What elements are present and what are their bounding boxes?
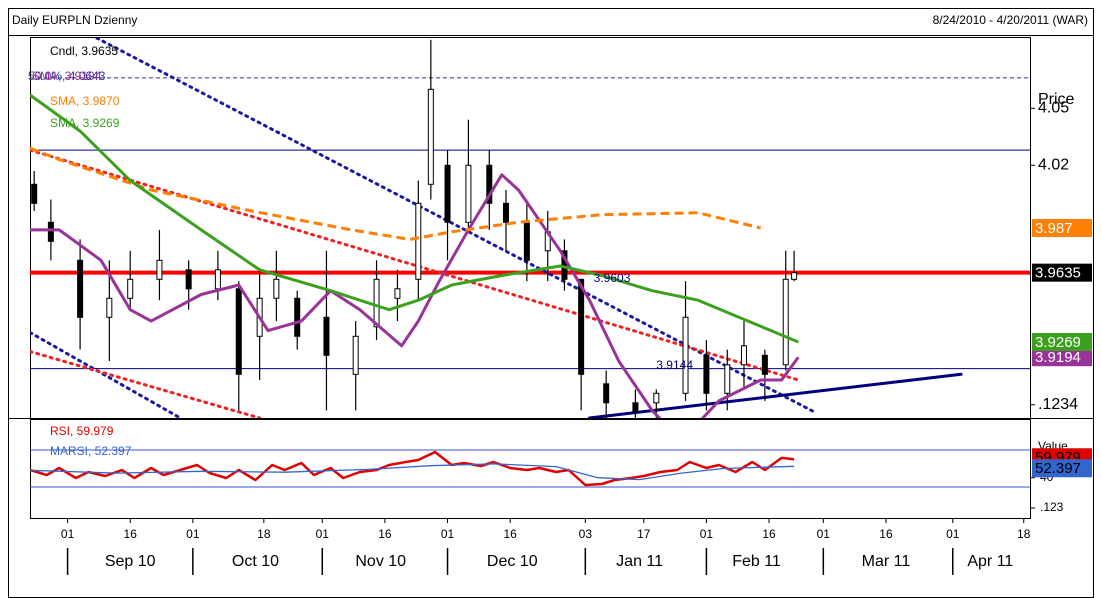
candle-body xyxy=(394,288,401,299)
candle-body xyxy=(185,269,192,290)
y-tick-label: .1234 xyxy=(1038,396,1078,413)
legend-entry: SMA, 3.9269 xyxy=(50,116,120,130)
month-label: Dec 10 xyxy=(487,553,538,570)
y-tick-label: .123 xyxy=(1040,500,1064,514)
month-label: Nov 10 xyxy=(355,553,406,570)
candle-body xyxy=(235,288,242,375)
candle-body xyxy=(77,259,84,318)
annotation: 3.9603 xyxy=(594,271,631,285)
value-box-label: 52.397 xyxy=(1035,460,1081,477)
candle-body xyxy=(578,278,585,375)
chart-title: Daily EURPLN Dzienny xyxy=(12,13,137,27)
candle-body xyxy=(791,272,798,280)
candle-body xyxy=(703,354,710,394)
x-tick-label: 01 xyxy=(186,527,200,541)
candle-body xyxy=(156,259,163,280)
x-tick-label: 18 xyxy=(1017,527,1031,541)
candle-body xyxy=(47,221,54,242)
month-label: Sep 10 xyxy=(105,553,156,570)
x-tick-label: 01 xyxy=(441,527,455,541)
x-tick-label: 16 xyxy=(124,527,138,541)
series-line xyxy=(30,173,800,418)
x-tick-label: 01 xyxy=(700,527,714,541)
candle-body xyxy=(427,88,434,185)
candle-body xyxy=(724,364,731,394)
candle-body xyxy=(294,297,301,337)
series-line xyxy=(30,146,762,241)
value-box-label: 3.987 xyxy=(1035,220,1073,237)
legend-entry: RSI, 59.979 xyxy=(50,424,114,438)
x-tick-label: 01 xyxy=(61,527,75,541)
candle-body xyxy=(415,202,422,280)
value-box xyxy=(1032,348,1092,367)
series-line xyxy=(30,463,795,481)
annotation: 3.9144 xyxy=(656,358,693,372)
x-tick-label: 03 xyxy=(579,527,593,541)
x-tick-label: 16 xyxy=(879,527,893,541)
series-line xyxy=(30,93,799,344)
value-box xyxy=(1032,263,1092,282)
month-label: Apr 11 xyxy=(967,553,1013,570)
value-box-label: 3.9269 xyxy=(1035,334,1081,351)
month-label: Mar 11 xyxy=(862,553,911,570)
candle-body xyxy=(352,335,359,375)
candle-body xyxy=(106,297,113,318)
legend-entry: 50.0%, 4.0643 xyxy=(28,69,106,83)
candle-body xyxy=(740,345,747,366)
legend-entry: Cndl, 3.9635 xyxy=(50,44,118,58)
value-box-label: 3.9635 xyxy=(1035,265,1081,282)
value-box-label: 3.9194 xyxy=(1035,349,1081,366)
candle-body xyxy=(632,402,639,413)
candle-body xyxy=(782,278,789,366)
x-tick-label: 16 xyxy=(503,527,517,541)
candle-body xyxy=(653,392,660,404)
candle-body xyxy=(682,316,689,394)
legend-entry: MARSI, 52.397 xyxy=(50,444,132,458)
legend-entry: SMA, 3.9870 xyxy=(50,94,120,108)
candle-body xyxy=(761,354,768,375)
candle-body xyxy=(465,164,472,223)
x-tick-label: 01 xyxy=(316,527,330,541)
candle-body xyxy=(486,164,493,204)
candle-body xyxy=(323,316,330,356)
candle-body xyxy=(373,278,380,328)
series-line xyxy=(30,450,795,487)
x-tick-label: 16 xyxy=(762,527,776,541)
y-axis-label: Price xyxy=(1038,91,1075,108)
candle-body xyxy=(523,221,530,261)
x-tick-label: 01 xyxy=(946,527,960,541)
x-tick-label: 01 xyxy=(817,527,831,541)
candle-body xyxy=(214,269,221,290)
y-tick-label: 4.05 xyxy=(1038,100,1069,117)
legend-entry: SMA, 3.9194 xyxy=(32,69,102,83)
x-tick-label: 18 xyxy=(257,527,271,541)
month-label: Jan 11 xyxy=(616,553,663,570)
candle-body xyxy=(127,278,134,299)
candle-body xyxy=(444,164,451,223)
month-label: Oct 10 xyxy=(232,553,279,570)
month-label: Feb 11 xyxy=(732,553,781,570)
trend-line xyxy=(30,331,182,418)
candle-body xyxy=(273,278,280,299)
value-box xyxy=(1032,219,1092,237)
x-tick-label: 17 xyxy=(637,527,651,541)
candle-body xyxy=(502,202,509,223)
trend-line xyxy=(30,350,262,418)
y-tick-label: 4.02 xyxy=(1038,157,1069,174)
candle-body xyxy=(603,383,610,404)
value-box xyxy=(1032,459,1092,478)
chart-subtitle: 8/24/2010 - 4/20/2011 (WAR) xyxy=(933,13,1088,27)
trend-line xyxy=(30,148,800,382)
candle-body xyxy=(31,183,38,204)
x-tick-label: 16 xyxy=(378,527,392,541)
value-box xyxy=(1032,333,1092,351)
